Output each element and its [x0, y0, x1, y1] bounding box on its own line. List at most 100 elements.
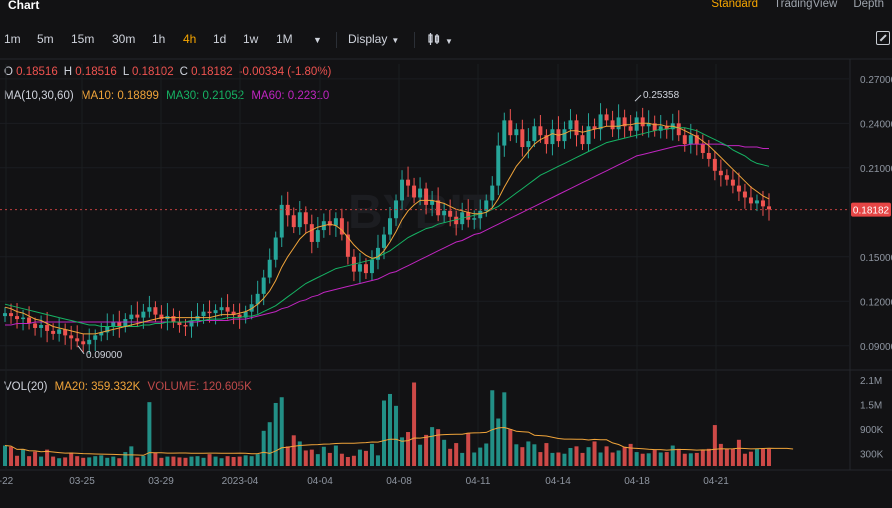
volume-bar [105, 457, 110, 466]
candle-body [249, 304, 254, 312]
candle-body [634, 117, 639, 131]
volume-bar [159, 457, 164, 466]
volume-bar [267, 422, 272, 466]
volume-bar [520, 447, 525, 466]
volume-bar [568, 447, 573, 466]
fullscreen-icon[interactable] [876, 31, 890, 45]
candle-body [520, 129, 525, 148]
volume-bar [436, 429, 441, 466]
volume-bar [81, 457, 86, 466]
volume-bar [430, 427, 435, 466]
timeframe-5m[interactable]: 5m [37, 32, 54, 46]
candle-body [375, 247, 380, 260]
tab-standard[interactable]: Standard [711, 0, 759, 10]
volume-bar [153, 452, 158, 466]
timeframe-1h[interactable]: 1h [152, 32, 166, 46]
candle-body [412, 185, 417, 198]
volume-bar [111, 456, 116, 466]
volume-bar [369, 443, 374, 466]
volume-bar [363, 450, 368, 466]
volume-bar [315, 454, 320, 466]
vol-ma20-value: MA20: 359.332K [54, 381, 141, 393]
volume-bar [69, 452, 74, 466]
candle-body [394, 200, 399, 219]
volume-bar [706, 448, 711, 466]
display-dropdown[interactable]: Display ▼ [348, 32, 399, 46]
volume-bar [760, 448, 765, 466]
candle-body [15, 316, 20, 320]
volume-bar [39, 456, 44, 466]
time-tick-label: 03-29 [148, 476, 174, 487]
vol-label: VOL(20) [4, 381, 48, 393]
volume-bar [15, 455, 20, 466]
volume-bar [646, 453, 651, 466]
candle-body [321, 221, 326, 231]
volume-bar [538, 452, 543, 466]
candle-body [141, 311, 146, 318]
ma10-line [4, 122, 770, 335]
low-label: L [122, 66, 129, 78]
volume-bar [592, 441, 597, 466]
timeframe-30m[interactable]: 30m [112, 32, 136, 46]
volume-bar [748, 451, 753, 466]
volume-bar [562, 453, 567, 466]
candle-body [496, 145, 501, 186]
volume-bar [484, 443, 489, 466]
volume-bar [526, 441, 531, 466]
candle-body [466, 212, 471, 220]
timeframe-1M[interactable]: 1M [276, 32, 293, 46]
volume-bar [273, 402, 278, 466]
volume-bar [129, 446, 134, 466]
volume-bar [195, 456, 200, 466]
candle-body [117, 322, 122, 327]
candle-body [652, 123, 657, 131]
volume-bar [189, 456, 194, 466]
volume-bar [171, 456, 176, 466]
volume-bar [724, 448, 729, 466]
timeframe-4h[interactable]: 4h [183, 32, 197, 46]
volume-bar [406, 432, 411, 466]
volume-bar [664, 452, 669, 466]
volume-bar [147, 402, 152, 466]
volume-bar [742, 453, 747, 466]
candle-body [327, 221, 332, 226]
volume-bar [556, 452, 561, 466]
open-label: O [4, 66, 13, 78]
volume-bar [676, 448, 681, 466]
tab-depth[interactable]: Depth [853, 0, 884, 10]
candle-body [430, 200, 435, 205]
ma-label: MA(10,30,60) [4, 90, 74, 102]
candle-body [363, 264, 368, 274]
time-tick-label: 03-25 [69, 476, 95, 487]
volume-bar [27, 456, 32, 466]
candle-body [303, 212, 308, 225]
candle-body [105, 326, 110, 333]
volume-bar [634, 452, 639, 466]
candle-body [454, 216, 459, 225]
tab-tradingview[interactable]: TradingView [774, 0, 838, 10]
candle-body [195, 316, 200, 321]
volume-bar [628, 443, 633, 466]
chart-type-dropdown[interactable]: ▼ [427, 32, 453, 47]
more-timeframes-caret-icon[interactable]: ▼ [313, 35, 322, 45]
timeframe-1d[interactable]: 1d [213, 32, 227, 46]
candle-body [369, 259, 374, 274]
volume-bar [424, 434, 429, 466]
candle-body [700, 144, 705, 153]
volume-bar [472, 452, 477, 466]
timeframe-15m[interactable]: 15m [71, 32, 95, 46]
volume-bar [213, 456, 218, 466]
candle-body [556, 129, 561, 142]
volume-bar [345, 456, 350, 466]
volume-bar [183, 457, 188, 466]
close-value: 0.18182 [191, 66, 233, 78]
candle-body [478, 210, 483, 219]
timeframe-1w[interactable]: 1w [243, 32, 259, 46]
timeframe-1m[interactable]: 1m [4, 32, 21, 46]
volume-bar [610, 452, 615, 466]
candle-body [598, 114, 603, 130]
top-bar: Chart Standard TradingView Depth [0, 0, 892, 14]
volume-bar [580, 452, 585, 466]
volume-bar [21, 449, 26, 466]
